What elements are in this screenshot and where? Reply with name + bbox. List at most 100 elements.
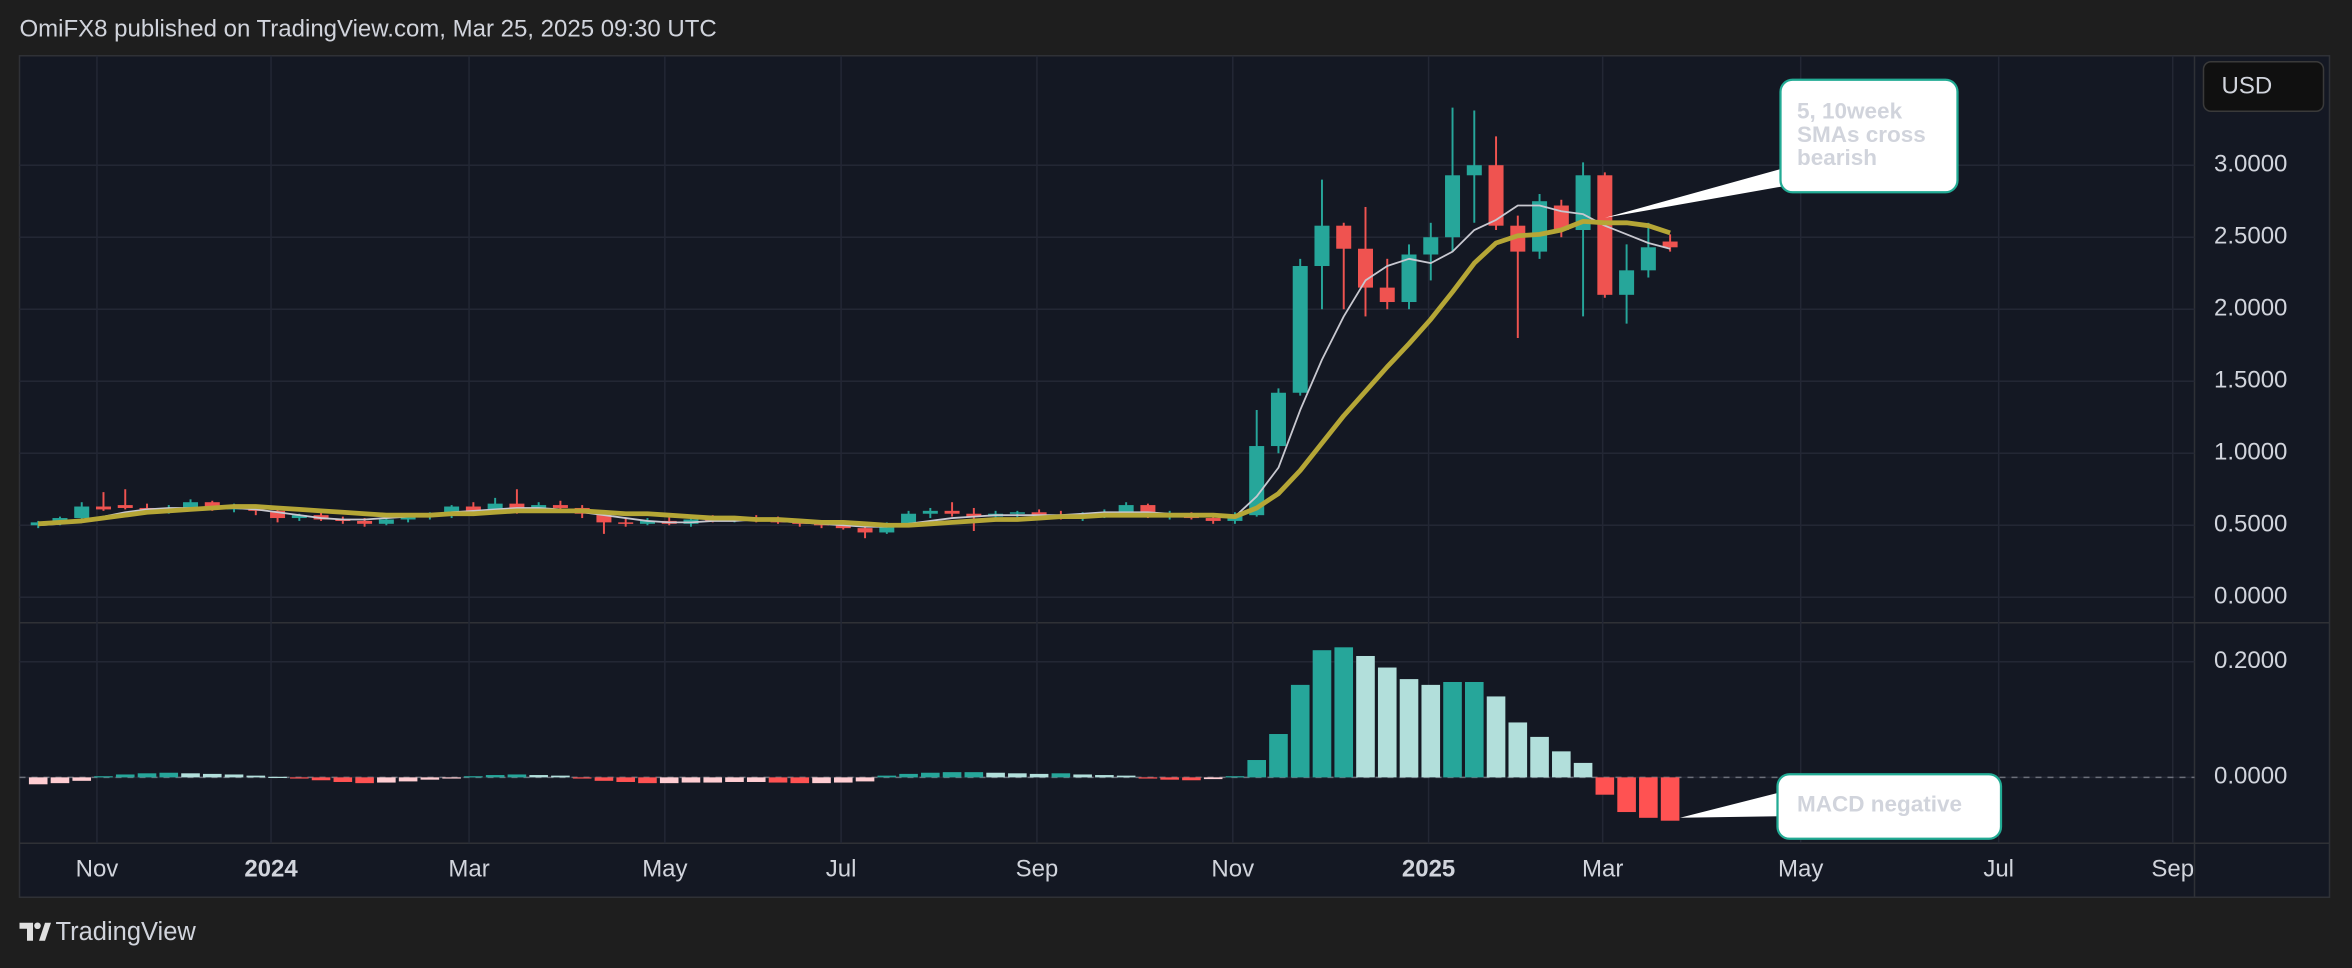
y-tick-label: 1.0000 [2214,439,2287,466]
candle-body [879,523,895,533]
chart-frame [18,55,2331,898]
histogram-bar [1356,655,1375,778]
callout-box [1776,773,2003,840]
y-tick-label: 0.5000 [2214,511,2287,538]
y-tick-label: 0.0000 [2214,583,2287,610]
candle-body [922,510,938,514]
candle-body [1445,175,1461,238]
candle-body [966,513,982,517]
marks [19,107,2195,821]
candle-body [618,522,634,524]
histogram-bar [855,777,875,782]
histogram-bar [72,777,92,781]
histogram-bar [1421,684,1441,778]
histogram-bar [1008,773,1027,778]
x-tick-label: Jul [826,856,857,883]
candle-body [552,505,568,508]
histogram-bar [181,773,200,778]
histogram-bar [1290,684,1310,778]
histogram-bar [1225,776,1245,778]
x-tick-label: May [1778,856,1823,883]
histogram-bar [1443,681,1462,778]
histogram-bar [1486,696,1506,778]
logo [19,922,51,941]
sma-line [38,218,1671,528]
histogram-bar [1051,773,1071,778]
candle-body [1510,225,1526,252]
currency-label[interactable]: USD [2222,73,2273,100]
histogram-bar [290,777,309,779]
histogram-bar [1399,679,1419,778]
histogram-bar [921,772,940,778]
histogram-bar [311,777,331,781]
y-tick-label: 2.0000 [2214,295,2287,322]
histogram-bar [1095,775,1114,778]
footer: TradingView [56,918,197,946]
histogram-bar [137,773,157,778]
histogram-bar [833,777,853,783]
candle-body [357,520,373,524]
histogram-bar [768,777,788,783]
histogram-bar [1530,736,1549,778]
x-tick-label: Sep [2151,856,2194,883]
histogram-bar [551,775,570,778]
histogram-bar [942,772,962,778]
histogram-bar [877,775,897,778]
candle-body [1118,505,1134,513]
histogram-bar [1312,650,1332,778]
candle-body [1292,266,1308,393]
candle-body [596,513,612,523]
candle-body [857,528,873,533]
histogram-bar [1138,777,1158,779]
x-tick-label: 2024 [244,856,298,883]
histogram-bar [1595,777,1615,795]
x-tick-label: 2025 [1402,856,1455,883]
histogram-bar [1269,734,1288,778]
candle-body [270,510,286,519]
candle-body [1249,446,1265,516]
candle-body [1140,505,1156,516]
candle-body [444,506,460,516]
candle-body [1379,287,1395,303]
callout-line: bearish [1797,145,1877,170]
histogram-bar [746,777,766,782]
candle-body [1640,247,1656,271]
candle-body [1270,392,1286,447]
candle-body [183,502,199,508]
histogram-bar [1508,722,1528,778]
histogram-bar [94,776,113,778]
histogram-bar [616,777,635,782]
histogram-bar [1182,777,1201,781]
histogram-bar [812,777,831,784]
histogram-bar [1029,773,1049,778]
y-tick-label: 1.5000 [2214,367,2287,394]
histogram-bar [1573,762,1593,778]
histogram-bar [333,777,353,782]
histogram-bar [1116,775,1136,778]
x-tick-label: Mar [1582,856,1623,883]
currency-button[interactable] [2202,61,2325,113]
histogram-bar [507,774,527,778]
histogram-bar [268,776,287,778]
histogram-bar [28,777,48,785]
histogram-bar [1073,774,1092,778]
histogram-bar [529,775,548,778]
histogram-bar [1203,777,1223,780]
histogram-bar [1464,681,1484,778]
candle-body [944,510,960,514]
histogram-bar [572,777,592,779]
x-tick-label: Sep [1016,856,1059,883]
candle-body [1423,237,1439,255]
y-tick-label: 0.0000 [2214,763,2287,790]
candle-body [1597,175,1613,295]
candle-body [465,506,481,511]
histogram-bar [1660,777,1680,821]
histogram-bar [1377,667,1397,778]
x-tick-label: Nov [1211,856,1254,883]
histogram-bar [790,777,810,784]
candle-body [378,519,394,524]
histogram-bar [986,772,1005,778]
histogram-bar [159,772,179,778]
candle-body [400,516,416,520]
